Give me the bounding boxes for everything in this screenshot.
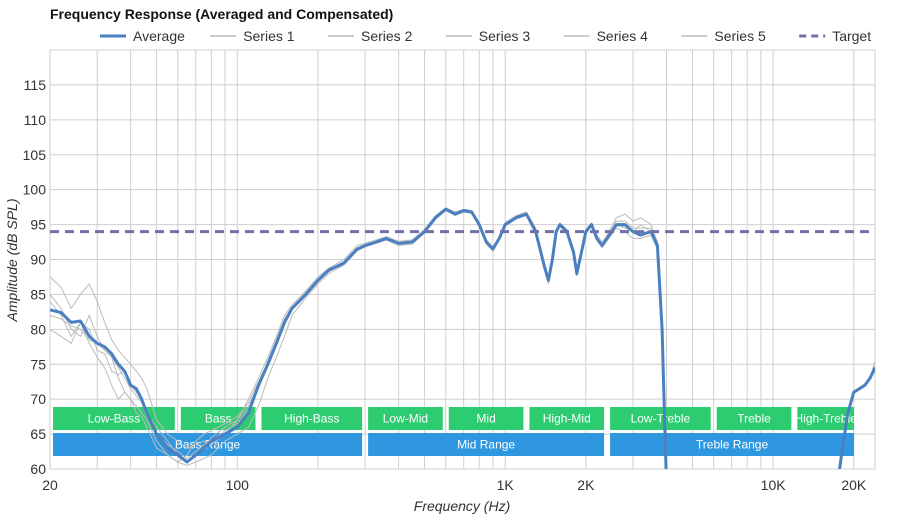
band-top-label: Low-Treble: [631, 412, 691, 426]
band-top-label: High-Treble: [795, 412, 858, 426]
y-tick-label: 60: [30, 461, 46, 477]
y-tick-label: 110: [24, 112, 47, 128]
series-line: [50, 208, 875, 469]
plot-border: [49, 49, 876, 470]
band-top: [797, 407, 854, 430]
band-top: [448, 407, 524, 430]
band-top: [716, 407, 792, 430]
legend-label: Series 3: [479, 28, 531, 44]
band-top: [368, 407, 443, 430]
band-top-label: High-Mid: [543, 412, 591, 426]
y-tick-label: 100: [23, 182, 47, 198]
band-top-label: Mid: [476, 412, 495, 426]
legend-label: Series 1: [243, 28, 295, 44]
x-axis-label: Frequency (Hz): [414, 498, 510, 514]
data-lines: [50, 207, 875, 469]
x-tick-label: 100: [226, 477, 250, 493]
band-top-label: Treble: [737, 412, 771, 426]
band-top: [261, 407, 363, 430]
series-line: [50, 210, 875, 469]
y-tick-label: 115: [24, 77, 47, 93]
band-bottom-label: Treble Range: [696, 438, 769, 452]
x-tick-label: 20: [42, 477, 58, 493]
y-tick-label: 80: [30, 321, 46, 337]
legend-label: Average: [133, 28, 185, 44]
series-line: [50, 207, 875, 469]
x-tick-label: 1K: [497, 477, 515, 493]
x-tick-label: 10K: [761, 477, 787, 493]
band-top: [610, 407, 711, 430]
legend-label: Series 2: [361, 28, 413, 44]
y-axis-label: Amplitude (dB SPL): [4, 199, 20, 323]
chart-title: Frequency Response (Averaged and Compens…: [50, 6, 394, 22]
band-bottom: [368, 433, 605, 456]
grid: [49, 49, 876, 470]
legend-label: Target: [832, 28, 871, 44]
y-tick-label: 75: [30, 356, 46, 372]
band-top-label: Low-Mid: [383, 412, 428, 426]
legend: Average Series 1 Series 2 Series 3 Series 4 S…: [100, 28, 871, 44]
x-tick-label: 2K: [577, 477, 595, 493]
y-tick-label: 85: [30, 286, 46, 302]
average-line: [50, 207, 875, 469]
band-top: [529, 407, 605, 430]
y-tick-label: 70: [30, 391, 46, 407]
y-tick-label: 90: [30, 252, 46, 268]
y-tick-label: 95: [30, 217, 46, 233]
y-tick-label: 65: [30, 426, 46, 442]
legend-label: Series 5: [714, 28, 766, 44]
axes: 60 65 70 75 80 85 90 95 100 105 110 115 20 100 1K 2K 10K…: [23, 77, 867, 493]
band-top-label: Bass: [205, 412, 232, 426]
legend-label: Series 4: [597, 28, 649, 44]
band-bottom-label: Mid Range: [457, 438, 515, 452]
x-tick-label: 20K: [841, 477, 867, 493]
band-top-label: Low-Bass: [88, 412, 141, 426]
band-bottom: [610, 433, 854, 456]
y-tick-label: 105: [23, 147, 47, 163]
band-top-label: High-Bass: [284, 412, 339, 426]
band-top: [53, 407, 175, 430]
